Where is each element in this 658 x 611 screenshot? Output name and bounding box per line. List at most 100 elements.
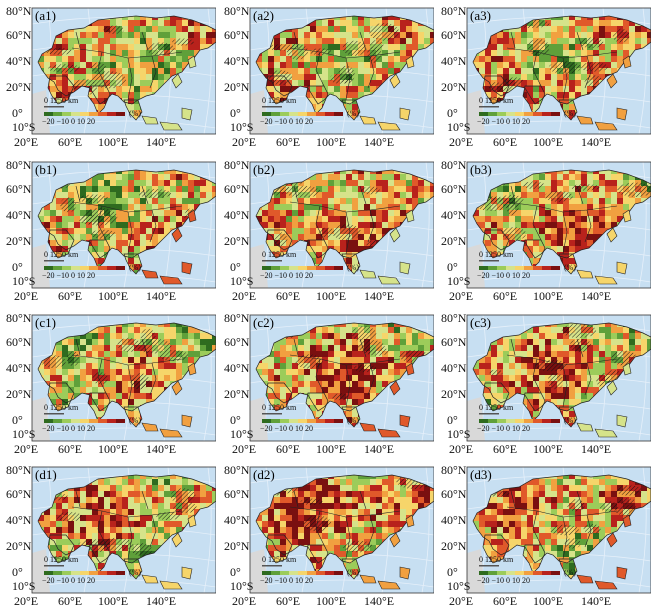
scale-bar-label: 0 1250 km — [44, 403, 79, 412]
coastline — [305, 392, 329, 422]
panel-label: (b3) — [470, 162, 492, 177]
colorbar-swatch — [280, 112, 289, 116]
map-canvas — [249, 466, 434, 594]
map-frame — [466, 314, 651, 442]
colorbar-swatch — [53, 419, 62, 423]
latitude-label: 20°N — [441, 234, 467, 248]
latitude-label: 80°N — [224, 311, 250, 325]
colorbar-swatch — [116, 112, 125, 116]
map-frame — [249, 466, 434, 594]
map-panel: (b1) 80°N 60°N 40°N 20°N 0° 10°S 20°E 60°E 100°E 1… — [6, 158, 216, 303]
colorbar-swatch — [53, 266, 62, 270]
colorbar-swatch — [497, 112, 506, 116]
colorbar-ticks: −20 −10 0 10 20 — [42, 117, 96, 126]
country-borders — [289, 490, 401, 560]
latitude-label: 0° — [12, 260, 23, 274]
latitude-label: 10°S — [447, 579, 471, 593]
island — [576, 574, 594, 584]
colorbar-swatch — [506, 419, 515, 423]
island — [171, 532, 183, 548]
colorbar-swatch — [533, 112, 542, 116]
latitude-label: 40°N — [6, 208, 32, 222]
latitude-label: 20°N — [441, 539, 467, 553]
colorbar-swatch — [524, 419, 533, 423]
longitude-label: 140°E — [581, 594, 612, 608]
latitude-label: 60°N — [441, 28, 467, 42]
longitude-label: 60°E — [493, 289, 518, 303]
island — [606, 227, 618, 243]
scale-bar — [479, 413, 499, 415]
colorbar-swatch — [515, 266, 524, 270]
island — [576, 115, 594, 125]
latitude-label: 0° — [447, 260, 458, 274]
latitude-label: 80°N — [441, 158, 467, 172]
panel-label: (c3) — [470, 315, 491, 330]
colorbar-swatch — [80, 112, 89, 116]
coastline — [123, 253, 143, 275]
colorbar-swatch — [262, 266, 271, 270]
latitude-label: 40°N — [224, 54, 250, 68]
latitude-label: 60°N — [224, 335, 250, 349]
colorbar-swatch — [334, 266, 343, 270]
coastline — [558, 99, 578, 121]
colorbar-swatch — [289, 571, 298, 575]
colorbar-swatch — [44, 419, 53, 423]
scale-bar-label: 0 1250 km — [479, 555, 514, 564]
latitude-label: 10°S — [12, 120, 36, 134]
no-data-land — [32, 549, 50, 593]
scale-bar — [262, 106, 282, 108]
colorbar-swatch — [479, 571, 488, 575]
map-panel: (d2) 80°N 60°N 40°N 20°N 0° 10°S 20°E 60°E 100°E 1… — [224, 463, 434, 608]
coastline — [522, 392, 546, 422]
island — [377, 428, 401, 438]
latitude-label: 10°S — [447, 427, 471, 441]
colorbar-ticks: −20 −10 0 10 20 — [477, 271, 531, 280]
graticule-line — [466, 427, 651, 436]
longitude-label: 60°E — [276, 135, 301, 149]
latitude-label: 20°N — [6, 539, 32, 553]
colorbar-swatch — [533, 266, 542, 270]
country-borders — [71, 490, 183, 560]
graticule-line — [203, 7, 212, 135]
colorbar-swatch — [98, 112, 107, 116]
island — [159, 275, 183, 285]
island — [171, 227, 183, 243]
graticule-line — [203, 314, 212, 442]
island — [359, 115, 377, 125]
colorbar-unit: (%) — [129, 263, 141, 272]
colorbar-ticks: −20 −10 0 10 20 — [42, 424, 96, 433]
colorbar-swatch — [334, 112, 343, 116]
longitude-label: 100°E — [533, 442, 564, 456]
island — [622, 362, 632, 376]
colorbar-swatch — [298, 266, 307, 270]
scale-bar-label: 0 1250 km — [262, 555, 297, 564]
latitude-label: 0° — [12, 106, 23, 120]
coastline — [472, 15, 651, 105]
panel-label: (a2) — [253, 8, 274, 23]
colorbar-ticks: −20 −10 0 10 20 — [477, 424, 531, 433]
colorbar-swatch — [334, 571, 343, 575]
scale-bar-label: 0 1250 km — [262, 403, 297, 412]
colorbar-swatch — [307, 112, 316, 116]
coastline — [255, 474, 434, 564]
scale-bar-label: 0 1250 km — [479, 250, 514, 259]
map-frame — [31, 314, 216, 442]
colorbar-unit: (%) — [129, 568, 141, 577]
graticule-line — [249, 274, 434, 283]
country-borders — [289, 31, 401, 101]
map-panel: (b2) 80°N 60°N 40°N 20°N 0° 10°S 20°E 60°E 100°E 1… — [224, 158, 434, 303]
island — [622, 209, 632, 223]
island — [187, 514, 197, 528]
latitude-label: 40°N — [6, 54, 32, 68]
latitude-label: 60°N — [6, 487, 32, 501]
latitude-label: 10°S — [230, 579, 254, 593]
map-canvas — [466, 466, 651, 594]
colorbar-ticks: −20 −10 0 10 20 — [260, 576, 314, 585]
colorbar-unit: (%) — [129, 109, 141, 118]
country-borders — [506, 490, 618, 560]
longitude-label: 140°E — [146, 289, 177, 303]
longitude-label: 20°E — [449, 442, 474, 456]
graticule-line — [421, 314, 430, 442]
island — [399, 566, 411, 580]
island — [405, 55, 415, 69]
